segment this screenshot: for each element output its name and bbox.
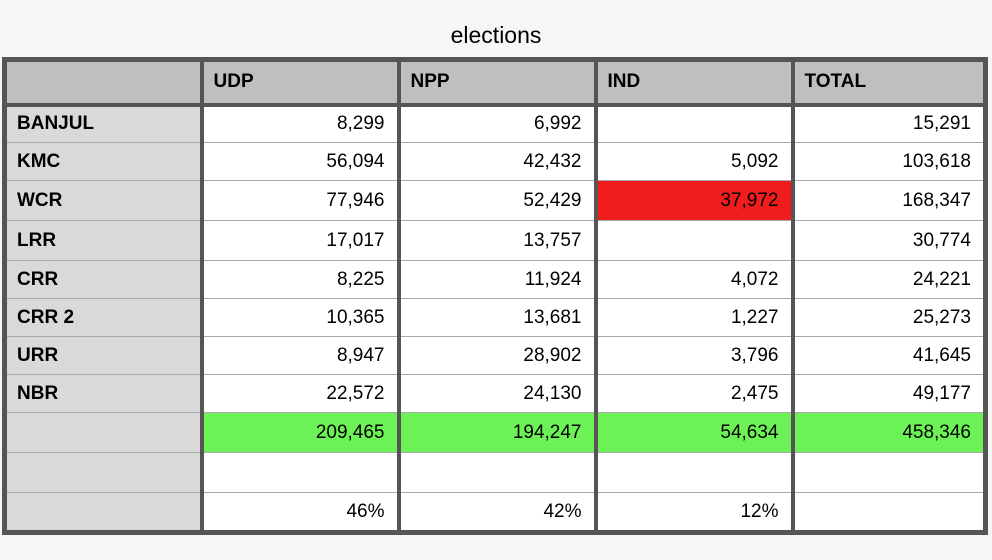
cell-udp[interactable]: 17,017 <box>201 220 401 261</box>
row-label-cell[interactable]: CRR <box>4 260 204 299</box>
cell-ind[interactable]: 4,072 <box>595 260 795 299</box>
cell-npp[interactable]: 24,130 <box>398 374 598 413</box>
row-label-cell[interactable]: LRR <box>4 220 204 261</box>
cell-total[interactable]: 103,618 <box>792 142 986 181</box>
cell-total[interactable]: 25,273 <box>792 298 986 337</box>
cell-total[interactable]: 168,347 <box>792 180 986 221</box>
header-row: UDP NPP IND TOTAL <box>4 59 986 107</box>
row-label-cell[interactable] <box>4 492 204 533</box>
totals-row: 209,465 194,247 54,634 458,346 <box>4 412 986 453</box>
cell-npp[interactable]: 11,924 <box>398 260 598 299</box>
row-label-cell[interactable] <box>4 412 204 453</box>
cell-ind[interactable] <box>595 104 795 143</box>
header-corner-cell[interactable] <box>4 59 204 107</box>
cell-total[interactable] <box>792 452 986 493</box>
table-row: LRR 17,017 13,757 30,774 <box>4 220 986 261</box>
cell-udp[interactable]: 8,947 <box>201 336 401 375</box>
header-cell-total[interactable]: TOTAL <box>792 59 986 107</box>
cell-npp[interactable]: 13,681 <box>398 298 598 337</box>
cell-udp[interactable]: 10,365 <box>201 298 401 337</box>
percent-row: 46% 42% 12% <box>4 492 986 533</box>
cell-ind[interactable]: 5,092 <box>595 142 795 181</box>
cell-total[interactable]: 15,291 <box>792 104 986 143</box>
cell-udp[interactable]: 22,572 <box>201 374 401 413</box>
header-cell-ind[interactable]: IND <box>595 59 795 107</box>
cell-ind[interactable]: 2,475 <box>595 374 795 413</box>
cell-udp[interactable]: 77,946 <box>201 180 401 221</box>
table-row: CRR 8,225 11,924 4,072 24,221 <box>4 260 986 299</box>
table-row: KMC 56,094 42,432 5,092 103,618 <box>4 142 986 181</box>
header-cell-udp[interactable]: UDP <box>201 59 401 107</box>
cell-ind[interactable] <box>595 452 795 493</box>
cell-udp[interactable]: 8,225 <box>201 260 401 299</box>
blank-row <box>4 452 986 493</box>
cell-total[interactable] <box>792 492 986 533</box>
table-row: BANJUL 8,299 6,992 15,291 <box>4 104 986 143</box>
cell-total[interactable]: 24,221 <box>792 260 986 299</box>
cell-ind[interactable]: 54,634 <box>595 412 795 453</box>
header-cell-npp[interactable]: NPP <box>398 59 598 107</box>
cell-ind[interactable] <box>595 220 795 261</box>
cell-total[interactable]: 458,346 <box>792 412 986 453</box>
cell-ind-highlighted[interactable]: 37,972 <box>595 180 795 221</box>
table-row: WCR 77,946 52,429 37,972 168,347 <box>4 180 986 221</box>
row-label-cell[interactable] <box>4 452 204 493</box>
row-label-cell[interactable]: KMC <box>4 142 204 181</box>
cell-npp[interactable] <box>398 452 598 493</box>
cell-udp[interactable]: 8,299 <box>201 104 401 143</box>
row-label-cell[interactable]: URR <box>4 336 204 375</box>
cell-ind[interactable]: 1,227 <box>595 298 795 337</box>
sheet-title: elections <box>450 22 542 48</box>
cell-npp[interactable]: 194,247 <box>398 412 598 453</box>
row-label-cell[interactable]: CRR 2 <box>4 298 204 337</box>
table-row: URR 8,947 28,902 3,796 41,645 <box>4 336 986 375</box>
cell-ind[interactable]: 3,796 <box>595 336 795 375</box>
cell-total[interactable]: 30,774 <box>792 220 986 261</box>
cell-npp[interactable]: 6,992 <box>398 104 598 143</box>
cell-npp[interactable]: 13,757 <box>398 220 598 261</box>
table-row: CRR 2 10,365 13,681 1,227 25,273 <box>4 298 986 337</box>
table-row: NBR 22,572 24,130 2,475 49,177 <box>4 374 986 413</box>
cell-total[interactable]: 41,645 <box>792 336 986 375</box>
cell-total[interactable]: 49,177 <box>792 374 986 413</box>
cell-npp[interactable]: 42,432 <box>398 142 598 181</box>
row-label-cell[interactable]: BANJUL <box>4 104 204 143</box>
election-results-table: UDP NPP IND TOTAL BANJUL 8,299 6,992 15,291… <box>2 57 988 535</box>
cell-npp[interactable]: 52,429 <box>398 180 598 221</box>
cell-udp[interactable] <box>201 452 401 493</box>
cell-udp[interactable]: 209,465 <box>201 412 401 453</box>
cell-udp[interactable]: 56,094 <box>201 142 401 181</box>
cell-npp[interactable]: 42% <box>398 492 598 533</box>
cell-npp[interactable]: 28,902 <box>398 336 598 375</box>
cell-ind[interactable]: 12% <box>595 492 795 533</box>
row-label-cell[interactable]: WCR <box>4 180 204 221</box>
cell-udp[interactable]: 46% <box>201 492 401 533</box>
row-label-cell[interactable]: NBR <box>4 374 204 413</box>
